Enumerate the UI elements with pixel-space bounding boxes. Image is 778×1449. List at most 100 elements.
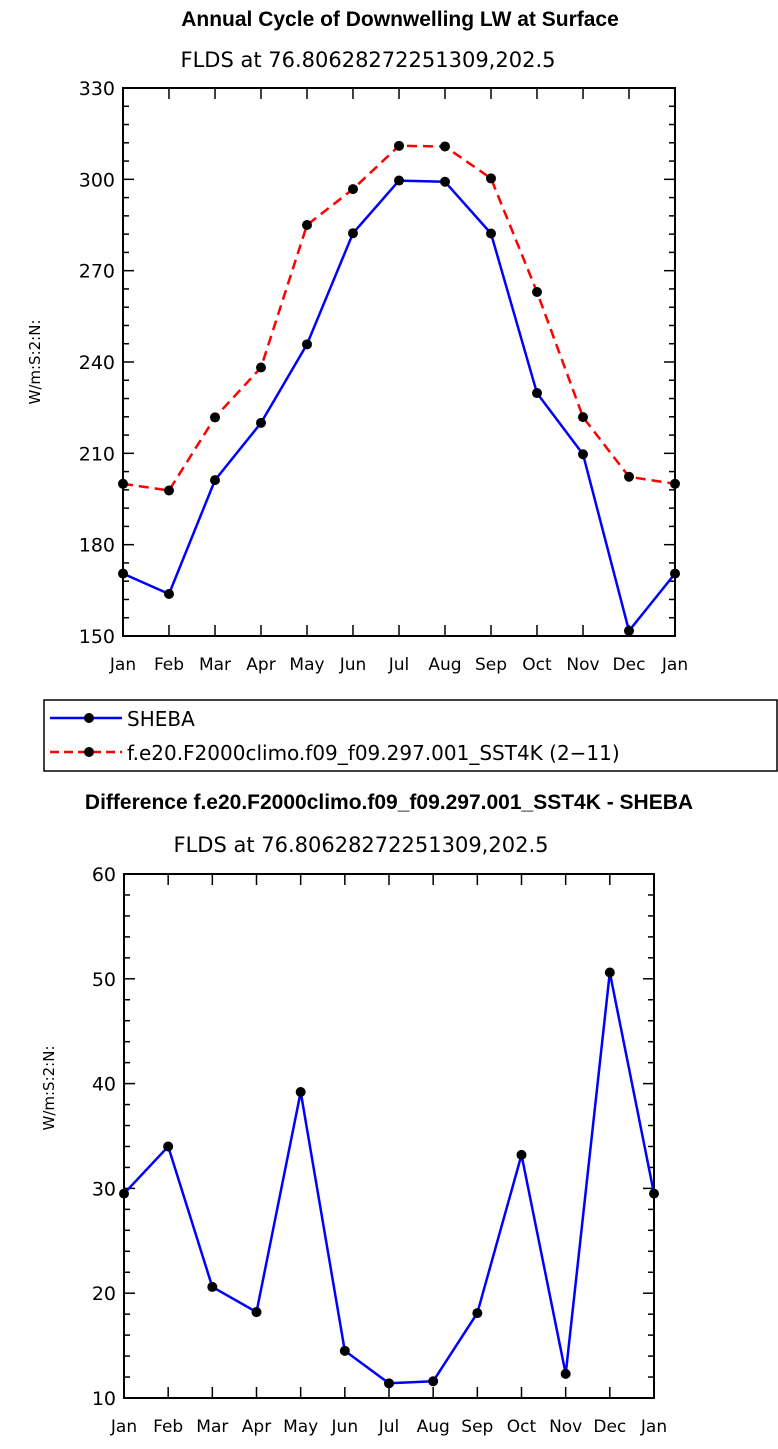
- x-tick-label: May: [289, 655, 324, 675]
- data-point: [578, 449, 588, 460]
- series-bottom: [119, 967, 659, 1389]
- y-tick-label: 60: [92, 864, 116, 886]
- ticks-top: [122, 87, 676, 637]
- data-point: [532, 286, 542, 297]
- x-tick-label: Feb: [153, 1417, 183, 1437]
- data-point: [163, 1141, 174, 1152]
- legend-entry-model: f.e20.F2000climo.f09_f09.297.001_SST4K (…: [50, 741, 620, 765]
- ticks-bottom: [123, 873, 655, 1399]
- data-point: [440, 141, 450, 152]
- x-tick-label: Jun: [331, 1417, 359, 1437]
- y-axis-label: W/m:S:2:N:: [26, 320, 44, 405]
- x-tick-label: May: [283, 1417, 318, 1437]
- legend-entry-sheba: SHEBA: [50, 707, 195, 731]
- legend-marker-model: [84, 747, 94, 757]
- data-point: [210, 475, 220, 486]
- data-point: [532, 388, 542, 399]
- x-tick-label: Feb: [154, 655, 184, 675]
- x-tick-label: Aug: [417, 1417, 450, 1437]
- x-tick-label: Mar: [199, 655, 231, 675]
- data-point: [164, 588, 174, 599]
- data-point: [624, 471, 634, 482]
- data-point: [428, 1376, 439, 1387]
- plot-frame-top: [122, 87, 676, 637]
- chart-difference: Difference f.e20.F2000climo.f09_f09.297.…: [40, 791, 693, 1437]
- x-tick-label: Jul: [378, 1417, 400, 1437]
- data-point: [302, 220, 312, 230]
- y-tick-label: 30: [92, 1178, 116, 1200]
- x-tick-label: Sep: [475, 655, 507, 675]
- data-point: [394, 175, 404, 186]
- y-tick-label: 40: [92, 1074, 116, 1096]
- chart-title: Difference f.e20.F2000climo.f09_f09.297.…: [85, 791, 693, 814]
- x-tick-label: Aug: [428, 655, 461, 675]
- x-tick-label: Dec: [613, 655, 646, 675]
- legend-label-sheba: SHEBA: [127, 707, 195, 731]
- data-point: [384, 1378, 394, 1389]
- series-top: [118, 140, 680, 636]
- x-tick-label: Jan: [661, 655, 688, 675]
- legend-marker-sheba: [84, 713, 94, 723]
- y-tick-label: 50: [92, 969, 116, 991]
- data-point: [486, 173, 496, 184]
- y-tick-label: 180: [79, 535, 115, 557]
- data-point: [472, 1308, 483, 1319]
- chart-subtitle: FLDS at 76.80628272251309,202.5: [181, 48, 556, 72]
- y-tick-label: 10: [92, 1388, 116, 1410]
- x-tick-label: Jan: [109, 655, 136, 675]
- data-point: [295, 1086, 306, 1097]
- series-line-sheba: [123, 971, 656, 1385]
- legend-label-model: f.e20.F2000climo.f09_f09.297.001_SST4K (…: [127, 741, 620, 765]
- chart-annual-cycle: Annual Cycle of Downwelling LW at Surfac…: [26, 8, 688, 675]
- data-point: [164, 485, 174, 496]
- data-point: [256, 362, 266, 373]
- chart-title: Annual Cycle of Downwelling LW at Surfac…: [181, 8, 619, 31]
- y-tick-labels-top: 150 180 210 240 270 300 330: [79, 78, 115, 648]
- chart-subtitle: FLDS at 76.80628272251309,202.5: [174, 833, 549, 857]
- legend: SHEBA f.e20.F2000climo.f09_f09.297.001_S…: [43, 699, 778, 772]
- y-tick-label: 210: [79, 443, 115, 465]
- data-point: [348, 184, 358, 195]
- x-tick-label: Apr: [242, 1417, 271, 1437]
- series-line-sheba: [122, 179, 676, 633]
- x-tick-label: Jan: [640, 1417, 667, 1437]
- x-tick-label: Dec: [593, 1417, 626, 1437]
- x-tick-label: Sep: [461, 1417, 493, 1437]
- data-point: [578, 412, 588, 423]
- data-point: [348, 228, 358, 239]
- data-point: [604, 967, 615, 978]
- data-point: [256, 417, 266, 428]
- data-point: [207, 1281, 218, 1292]
- x-tick-label: Mar: [196, 1417, 228, 1437]
- x-tick-labels-top: Jan Feb Mar Apr May Jun Jul Aug Sep Oct Nov Dec Jan: [109, 655, 688, 675]
- data-point: [394, 140, 404, 151]
- x-tick-label: Jun: [339, 655, 367, 675]
- data-point: [440, 176, 450, 187]
- data-point: [251, 1307, 262, 1318]
- data-point: [624, 625, 634, 636]
- legend-box: [43, 699, 778, 772]
- data-point: [339, 1345, 350, 1356]
- data-point: [516, 1149, 527, 1160]
- y-tick-label: 270: [79, 261, 115, 283]
- x-tick-label: Jul: [388, 655, 410, 675]
- data-point: [560, 1368, 571, 1379]
- x-tick-label: Nov: [549, 1417, 582, 1437]
- x-tick-label: Jan: [110, 1417, 137, 1437]
- y-tick-label: 20: [92, 1283, 116, 1305]
- data-point: [486, 228, 496, 239]
- x-tick-label: Apr: [246, 655, 275, 675]
- data-point: [302, 339, 312, 350]
- data-point: [210, 412, 220, 423]
- x-tick-label: Nov: [566, 655, 599, 675]
- plot-frame-bottom: [123, 873, 655, 1399]
- y-tick-label: 240: [79, 352, 115, 374]
- y-tick-labels-bottom: 10 20 30 40 50 60: [92, 864, 116, 1410]
- y-axis-label: W/m:S:2:N:: [40, 1046, 58, 1131]
- y-tick-label: 300: [79, 169, 115, 191]
- x-tick-labels-bottom: Jan Feb Mar Apr May Jun Jul Aug Sep Oct Nov Dec Jan: [110, 1417, 667, 1437]
- x-tick-label: Oct: [507, 1417, 537, 1437]
- x-tick-label: Oct: [522, 655, 552, 675]
- y-tick-label: 330: [79, 78, 115, 100]
